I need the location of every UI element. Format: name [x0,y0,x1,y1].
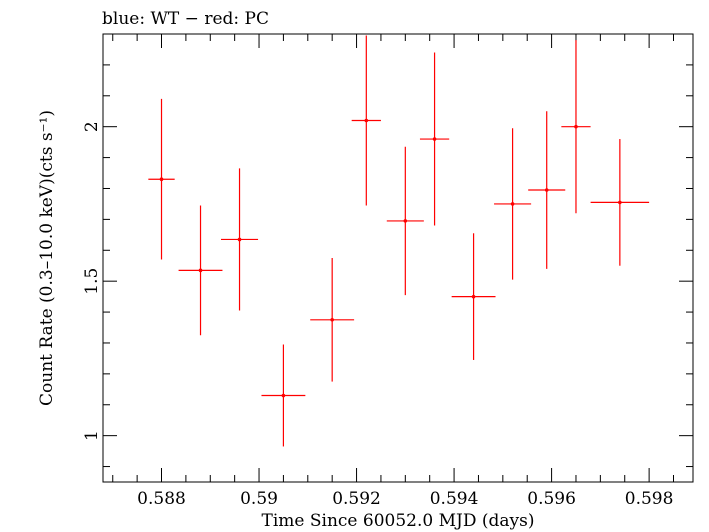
data-points [148,35,650,447]
y-tick-label: 2 [82,121,102,132]
x-tick-label: 0.588 [137,489,186,509]
data-point [451,233,496,360]
x-tick-label: 0.598 [625,489,674,509]
data-point [386,146,424,296]
data-point [178,205,223,336]
point-marker [198,268,203,273]
x-axis: 0.588 0.59 0.592 0.594 0.596 0.598 [112,34,674,509]
data-point [590,139,650,266]
chart-title: blue: WT − red: PC [102,9,269,29]
x-tick-label: 0.596 [527,489,576,509]
x-axis-label: Time Since 60052.0 MJD (days) [262,511,535,531]
point-marker [330,317,334,322]
y-axis-label: Count Rate (0.3–10.0 keV)(cts s⁻¹) [37,110,57,406]
data-point [310,258,355,382]
point-marker [364,118,369,123]
data-point [561,40,591,214]
point-marker [471,294,476,299]
data-point [148,98,175,260]
x-tick-label: 0.594 [430,489,479,509]
data-point [221,168,259,311]
data-point [419,52,450,226]
point-marker [574,124,578,129]
point-marker [403,219,408,223]
y-tick-label: 1.5 [82,268,102,295]
data-point [261,344,306,447]
x-tick-label: 0.592 [332,489,381,509]
point-marker [618,200,622,205]
data-point [351,35,381,206]
point-marker [544,188,549,192]
x-tick-label: 0.59 [240,489,278,509]
data-point [494,128,532,280]
y-axis: 11.52 [82,33,693,468]
plot-frame [102,33,694,483]
point-marker [281,393,286,398]
y-tick-label: 1 [82,430,102,441]
point-marker [432,137,437,141]
point-marker [237,237,242,242]
point-marker [510,202,515,206]
point-marker [159,177,164,182]
data-point [528,111,566,269]
